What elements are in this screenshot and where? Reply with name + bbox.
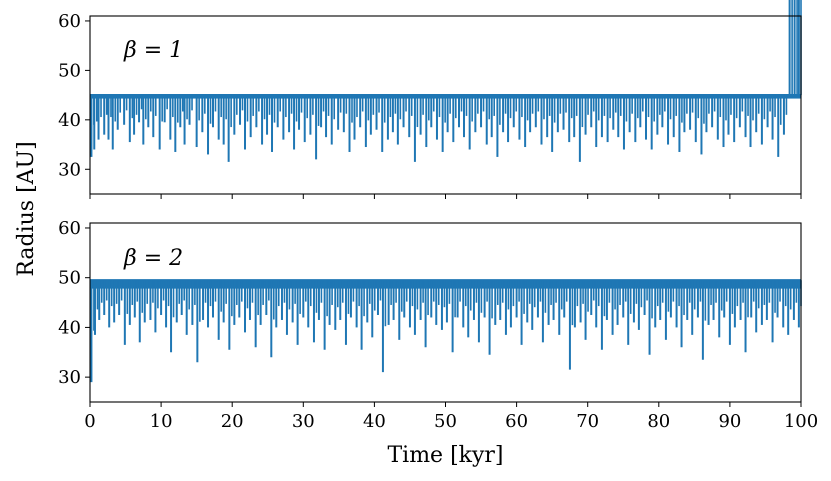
- x-tick-label: 70: [576, 411, 599, 432]
- x-tick-label: 20: [221, 411, 244, 432]
- bottom-panel: 30 40 50 60 0 10 20 30 40 50 60 70 80 90 100 β = 2: [58, 218, 818, 432]
- x-tick-label: 0: [84, 411, 95, 432]
- x-tick-label: 40: [363, 411, 386, 432]
- y-tick-label: 60: [58, 11, 81, 32]
- x-tick-label: 10: [150, 411, 173, 432]
- x-axis-label: Time [kyr]: [387, 443, 503, 468]
- x-tick-label: 100: [784, 411, 818, 432]
- y-tick-label: 30: [58, 159, 81, 180]
- beta-annotation: β = 1: [123, 38, 183, 63]
- y-axis-label: Radius [AU]: [14, 141, 39, 276]
- top-panel: 30 40 50 60 β = 1: [58, 0, 802, 199]
- x-tick-label: 90: [718, 411, 741, 432]
- y-tick-label: 60: [58, 218, 81, 239]
- series-band: [90, 280, 801, 289]
- y-tick-label: 40: [58, 317, 81, 338]
- y-tick-label: 40: [58, 110, 81, 131]
- x-tick-label: 50: [434, 411, 457, 432]
- x-tick-label: 30: [292, 411, 315, 432]
- y-tick-label: 30: [58, 367, 81, 388]
- x-tick-label: 60: [505, 411, 528, 432]
- y-tick-label: 50: [58, 268, 81, 289]
- y-tick-label: 50: [58, 60, 81, 81]
- beta-annotation: β = 2: [123, 246, 183, 271]
- x-tick-label: 80: [647, 411, 670, 432]
